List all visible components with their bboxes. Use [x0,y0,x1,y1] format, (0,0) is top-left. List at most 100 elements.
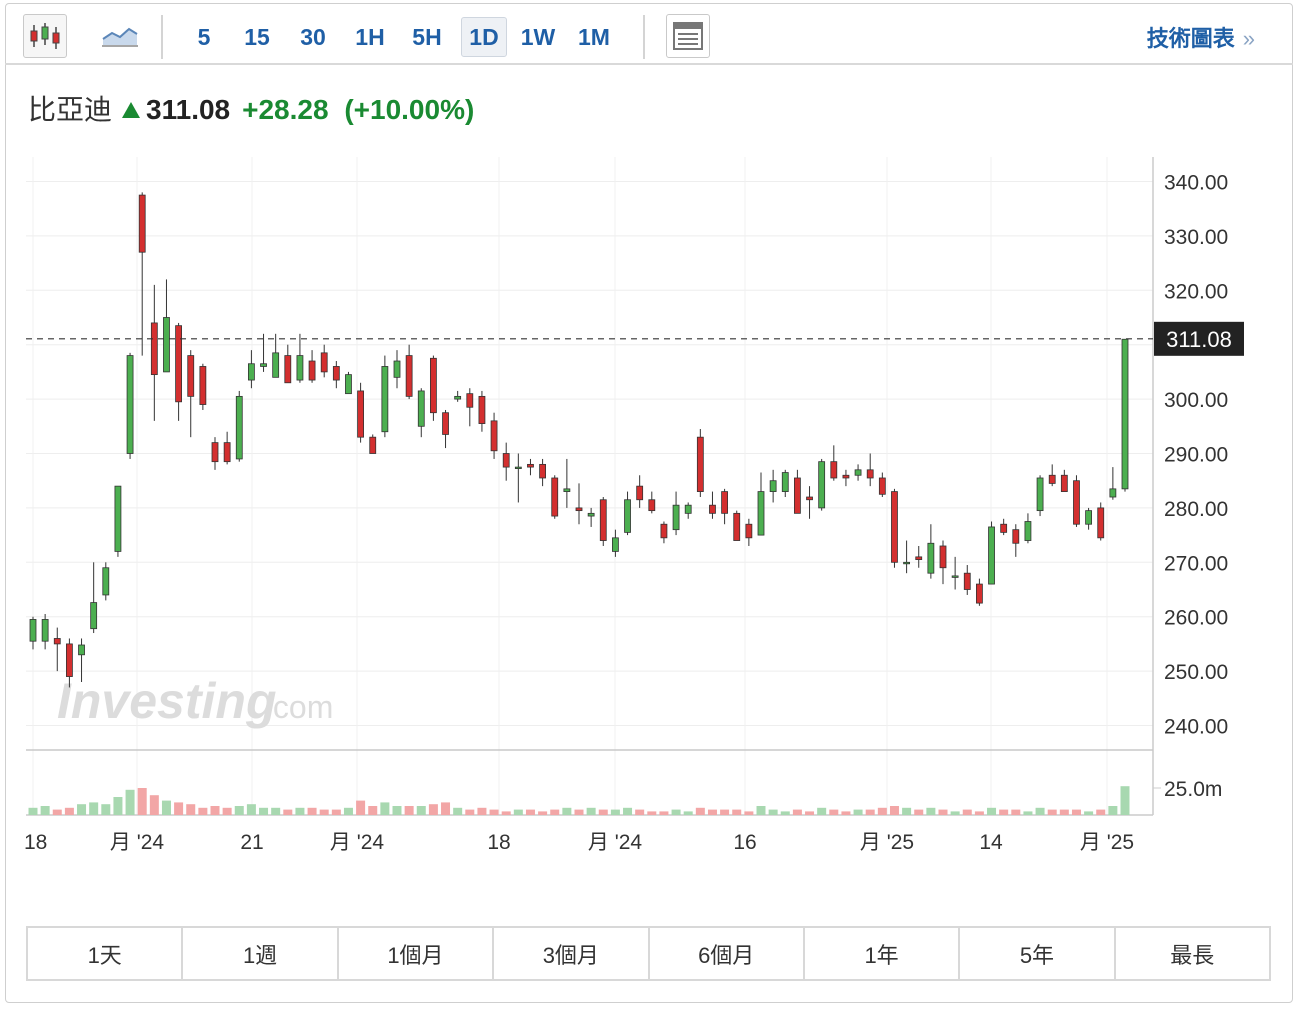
candle [721,488,728,525]
price-change: +28.28 [242,94,329,125]
candle [769,469,777,503]
layout-icon[interactable] [666,14,710,58]
candle-body-up [29,619,37,642]
range-button-4[interactable]: 3個月 [494,928,650,979]
candle [150,284,158,421]
candle [369,434,377,454]
candle-body-down [466,393,474,408]
candle-body-up [818,461,826,509]
volume-bar [792,809,802,815]
candle [660,521,668,544]
candle [878,472,886,498]
volume-bar [574,809,584,815]
candle [502,442,510,481]
volume-scale-label: 25.0m [1164,778,1222,801]
candle-body-up [781,472,789,492]
area-chart-icon[interactable] [97,14,143,58]
volume-bar [331,809,341,815]
interval-5h[interactable]: 5H [412,24,442,50]
candle-body-down [636,485,644,501]
candle [636,475,644,508]
volume-bar [441,802,451,815]
candle-body-down [478,395,486,424]
candle-body-up [927,542,935,574]
range-button-1[interactable]: 1天 [28,928,184,979]
price-chart[interactable]: Investing .com 340.00 330.00 320.00 300.00 2… [0,0,1303,900]
candle-body-up [126,355,134,454]
volume-bar [1011,809,1021,815]
volume-bar [210,806,220,815]
range-button-2[interactable]: 1週 [183,928,339,979]
interval-1d[interactable]: 1D [461,17,507,57]
interval-5[interactable]: 5 [197,24,211,50]
volume-bar [829,809,839,815]
candle [175,322,183,421]
candle-body-up [1024,521,1032,541]
volume-bar [513,809,523,815]
volume-bar [889,806,899,815]
candle-body-down [199,366,207,405]
candle-body-up [454,395,462,400]
candle [806,486,813,519]
candle-body-down [369,436,377,454]
candle-body-up [563,488,571,492]
y-tick-label: 260.00 [1164,607,1228,630]
candle-body-up [1085,510,1092,525]
candle [442,409,449,449]
technical-chart-link[interactable]: 技術圖表 » [1147,21,1255,53]
candle [1000,518,1008,536]
candle [794,469,801,514]
candle-body-down [138,194,146,253]
range-button-3[interactable]: 1個月 [339,928,495,979]
range-button-6[interactable]: 1年 [805,928,961,979]
candle-body-up [41,619,49,642]
volume-bar [841,811,851,815]
candle-body-down [1048,474,1056,484]
range-button-5[interactable]: 6個月 [650,928,805,979]
candle-body-down [357,390,365,438]
candlestick-icon[interactable] [23,14,67,58]
candle-body-down [830,461,838,479]
interval-30[interactable]: 30 [300,24,326,50]
candle-body-down [405,355,413,397]
candle-body-up [163,317,170,373]
candle [745,518,753,546]
volume-bar [259,807,269,815]
volume-bar [64,807,74,815]
candle-body-down [721,491,728,514]
candle [1085,507,1092,530]
y-tick-label: 300.00 [1164,389,1228,412]
candle [842,469,850,487]
candle-body-down [1073,480,1080,525]
range-button-8[interactable]: 最長 [1170,942,1215,968]
volume-bar [477,807,487,815]
volume-bar [683,811,693,815]
volume-bar [174,802,184,815]
candle [199,363,207,410]
interval-1m[interactable]: 1M [578,24,610,50]
candle [247,350,255,389]
volume-bar [453,807,463,815]
candle-body-down [1012,529,1020,544]
range-button-7[interactable]: 5年 [960,928,1116,979]
interval-1h[interactable]: 1H [355,24,385,50]
candle [976,578,983,606]
volume-bar [501,811,511,815]
candle-body-down [1060,474,1068,492]
candle-body-up [854,469,862,476]
candle-body-down [442,412,449,435]
volume-bar [938,809,948,815]
candle [1109,467,1117,500]
candle-body-up [296,355,304,381]
candle-body-down [599,499,607,541]
volume-bar [234,806,244,815]
interval-1w[interactable]: 1W [520,24,556,50]
candle [114,485,122,557]
volume-bar [149,795,159,815]
candle [235,390,243,462]
candle [781,469,789,498]
candle [575,483,583,525]
candle-body-down [551,477,559,517]
volume-bar [550,809,560,815]
interval-15[interactable]: 15 [244,24,270,50]
